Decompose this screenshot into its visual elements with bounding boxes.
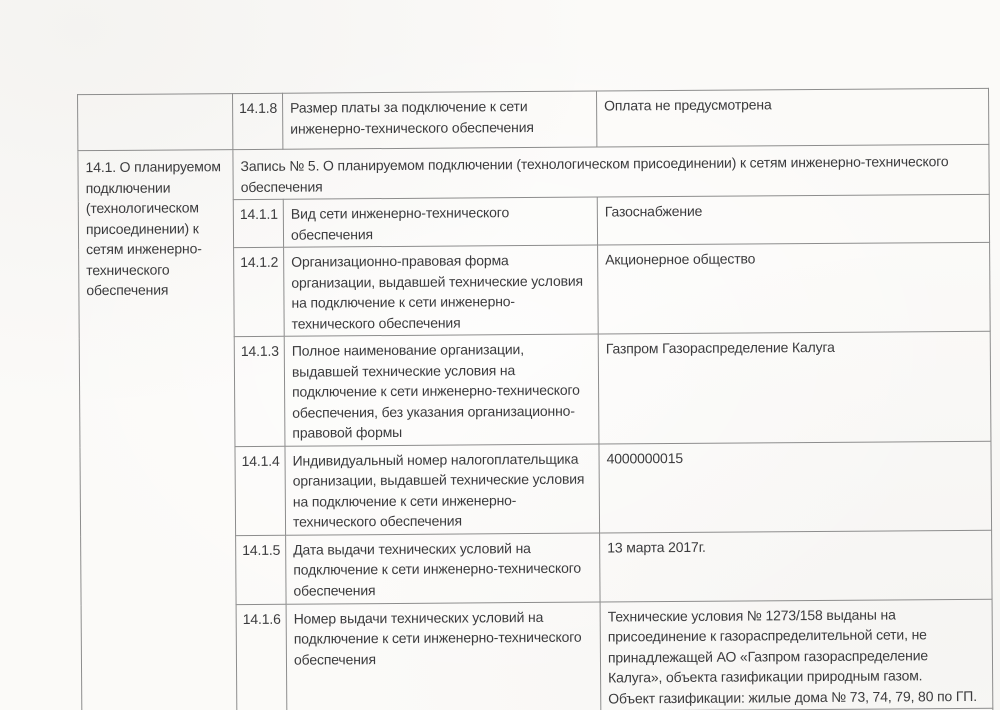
row-label-cell: Размер платы за подключение к сети инжен… bbox=[282, 91, 597, 150]
row-value-cell: Газпром Газораспределение Калуга bbox=[598, 331, 991, 444]
row-label-cell: Вид сети инженерно-технического обеспече… bbox=[283, 197, 598, 248]
row-number-cell: 14.1.6 bbox=[236, 603, 287, 710]
row-value-cell: 4000000015 bbox=[598, 440, 992, 533]
row-number-cell: 14.1.4 bbox=[234, 445, 286, 536]
row-label-cell: Организационно-правовая форма организаци… bbox=[283, 245, 599, 337]
row-label-cell: Полное наименование организации, выдавше… bbox=[284, 334, 599, 446]
row-value-cell: Технические условия № 1273/158 выданы на… bbox=[600, 598, 993, 710]
section-label-cell: 14.1. О планируемом подключении (техноло… bbox=[77, 149, 238, 710]
record-header-cell: Запись № 5. О планируемом подключении (т… bbox=[232, 144, 990, 200]
row-value-cell: Газоснабжение bbox=[597, 194, 990, 246]
row-label-cell: Индивидуальный номер налогоплательщика о… bbox=[284, 443, 600, 535]
row-value-cell: 13 марта 2017г. bbox=[599, 529, 993, 602]
row-value-cell: Оплата не предусмотрена bbox=[596, 88, 989, 148]
table-row: 14.1. О планируемом подключении (техноло… bbox=[77, 144, 990, 710]
row-number-cell: 14.1.2 bbox=[233, 247, 285, 337]
empty-section-cell bbox=[77, 93, 233, 151]
table-row: 14.1.8 Размер платы за подключение к сет… bbox=[77, 88, 989, 151]
row-label-cell: Дата выдачи технических условий на подкл… bbox=[285, 532, 601, 604]
utility-connection-table: 14.1.8 Размер платы за подключение к сет… bbox=[77, 88, 994, 710]
row-number-cell: 14.1.8 bbox=[232, 93, 283, 150]
row-number-cell: 14.1.5 bbox=[235, 534, 287, 605]
row-number-cell: 14.1.3 bbox=[234, 336, 285, 447]
row-number-cell: 14.1.1 bbox=[233, 199, 284, 248]
row-value-cell: Акционерное общество bbox=[597, 242, 991, 335]
row-label-cell: Номер выдачи технических условий на подк… bbox=[286, 601, 601, 710]
